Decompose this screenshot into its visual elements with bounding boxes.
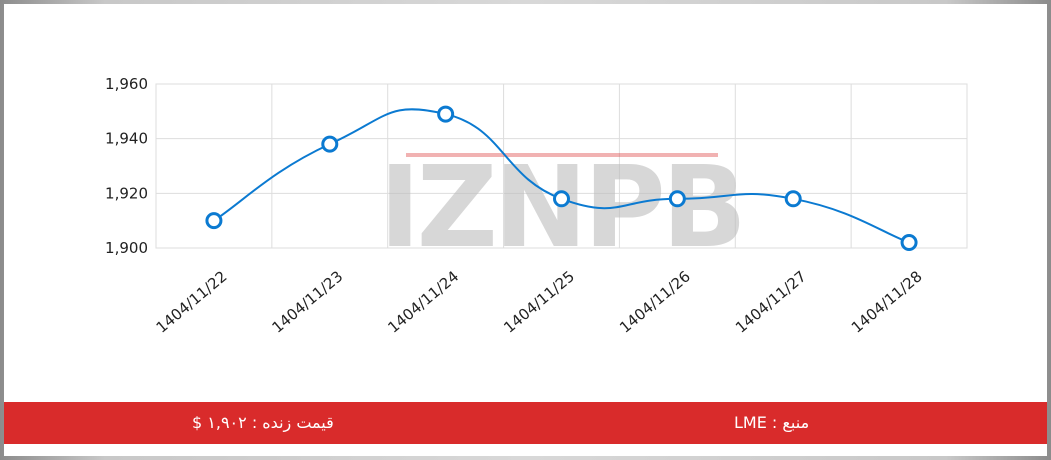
chart-grid xyxy=(155,83,968,249)
watermark-text: IZNPB xyxy=(379,143,743,273)
x-tick-label: 1404/11/27 xyxy=(732,267,810,336)
watermark-logo: IZNPB xyxy=(379,143,747,273)
x-axis: 1404/11/22 1404/11/23 1404/11/24 1404/11/25… xyxy=(153,267,926,336)
y-tick-label: 1,900 xyxy=(105,239,148,257)
y-axis: 1,900 1,920 1,940 1,960 xyxy=(105,75,148,257)
series-layer xyxy=(205,105,918,252)
x-tick-label: 1404/11/26 xyxy=(616,267,694,336)
data-point xyxy=(900,234,918,252)
x-tick-label: 1404/11/28 xyxy=(848,267,926,336)
x-tick-label: 1404/11/25 xyxy=(500,267,578,336)
y-tick-label: 1,920 xyxy=(105,184,148,202)
data-point xyxy=(321,135,339,153)
bottom-strip xyxy=(4,444,1047,456)
watermark-stripe xyxy=(406,153,718,157)
source-label: منبع : LME xyxy=(734,413,810,432)
chart-card: IZNPB 1,900 1,920 1,940 1,960 1404/11/22 140… xyxy=(4,4,1047,456)
footer-bar: قیمت زنده : ۱,۹۰۲ $ منبع : LME xyxy=(4,402,1047,444)
y-tick-label: 1,940 xyxy=(105,130,148,148)
data-point xyxy=(784,190,802,208)
live-price-label: قیمت زنده : ۱,۹۰۲ $ xyxy=(192,413,334,432)
data-point xyxy=(205,212,223,230)
data-point xyxy=(437,105,455,123)
x-tick-label: 1404/11/22 xyxy=(153,267,231,336)
x-tick-label: 1404/11/24 xyxy=(384,267,462,336)
x-tick-label: 1404/11/23 xyxy=(269,267,347,336)
data-point xyxy=(668,190,686,208)
y-tick-label: 1,960 xyxy=(105,75,148,93)
data-point xyxy=(553,190,570,208)
